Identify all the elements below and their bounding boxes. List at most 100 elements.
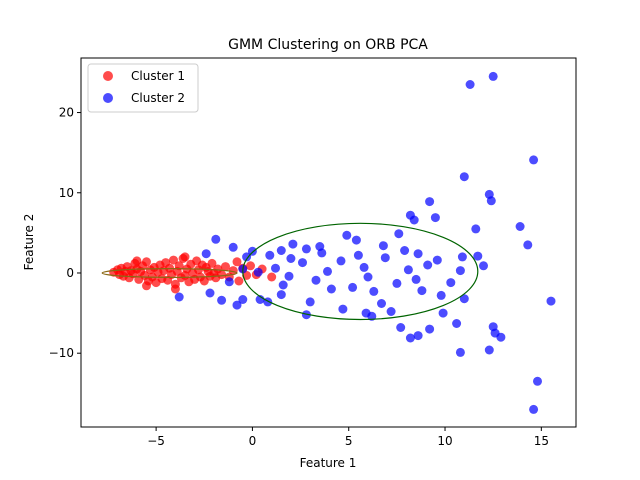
cluster-2-point	[348, 282, 358, 292]
cluster-2-point	[232, 300, 242, 310]
cluster-1-point	[180, 252, 190, 262]
cluster-2-point	[436, 290, 446, 300]
gmm-ellipse-2	[101, 268, 238, 279]
points-layer	[109, 71, 556, 414]
cluster-2-point	[278, 280, 288, 290]
legend-box	[87, 63, 199, 113]
x-tick-label: −5	[147, 434, 165, 448]
cluster-2-point	[380, 253, 390, 263]
cluster-2-point	[484, 345, 494, 355]
y-axis-label: Feature 2	[22, 214, 36, 271]
x-axis-ticks: −5 0 5 10 15	[147, 427, 549, 448]
cluster-2-point	[411, 274, 421, 284]
cluster-2-point	[359, 262, 369, 272]
cluster-2-point	[301, 244, 311, 254]
y-tick-label: 10	[59, 186, 74, 200]
cluster-2-point	[529, 155, 539, 165]
cluster-2-point	[247, 246, 257, 256]
cluster-2-point	[455, 347, 465, 357]
cluster-2-point	[342, 230, 352, 240]
plot-border	[80, 57, 577, 428]
x-tick-label: 10	[437, 434, 452, 448]
cluster-2-point	[473, 251, 483, 261]
cluster-2-point	[471, 224, 481, 234]
cluster-1-point	[246, 261, 255, 271]
x-tick-label: 15	[534, 434, 549, 448]
cluster-2-point	[423, 260, 433, 270]
y-tick-label: −10	[49, 346, 74, 360]
cluster-2-point	[174, 292, 184, 302]
cluster-2-point	[409, 215, 419, 225]
cluster-2-point	[201, 249, 211, 259]
cluster-2-point	[336, 256, 346, 266]
cluster-1-point	[267, 272, 277, 282]
x-axis-label: Feature 1	[300, 456, 357, 470]
cluster-2-point	[386, 307, 396, 316]
cluster-1-point	[228, 266, 238, 276]
y-tick-label: 0	[66, 266, 74, 280]
plot-background	[81, 58, 576, 427]
cluster-2-point	[394, 229, 404, 239]
plot-area	[80, 57, 577, 428]
cluster-2-point	[369, 286, 379, 296]
cluster-1-point	[142, 257, 151, 267]
cluster-2-point	[265, 250, 275, 260]
cluster-2-point	[425, 324, 435, 334]
cluster-2-point	[253, 267, 263, 277]
cluster-2-point	[488, 322, 498, 332]
cluster-2-point	[459, 172, 469, 182]
cluster-2-point	[284, 271, 294, 281]
y-axis-ticks: −10 0 10 20	[49, 106, 81, 360]
cluster-2-point	[455, 266, 465, 276]
cluster-1-point	[169, 255, 178, 265]
cluster-1-point	[221, 262, 230, 272]
cluster-2-point	[311, 275, 321, 285]
gmm-ellipse-1	[242, 222, 479, 321]
cluster-2-point	[486, 196, 496, 206]
cluster-1-point	[170, 284, 180, 294]
cluster-2-point	[326, 284, 336, 294]
cluster-2-point	[205, 288, 215, 298]
cluster-1-point	[217, 270, 227, 280]
cluster-2-point	[351, 235, 361, 245]
cluster-2-point	[457, 252, 467, 262]
cluster-2-point	[317, 248, 327, 258]
cluster-2-point	[217, 295, 227, 305]
cluster-1-point	[142, 281, 151, 291]
cluster-2-point	[377, 299, 386, 308]
legend-marker-cluster-1	[103, 71, 113, 81]
cluster-2-point	[452, 319, 462, 328]
cluster-2-point	[446, 278, 456, 288]
cluster-2-point	[276, 290, 286, 300]
cluster-2-point	[523, 240, 533, 250]
cluster-2-point	[288, 239, 298, 249]
cluster-2-point	[298, 258, 307, 268]
cluster-2-point	[238, 295, 248, 304]
cluster-2-point	[286, 254, 296, 263]
cluster-2-point	[479, 261, 488, 271]
x-tick-label: 5	[345, 434, 353, 448]
cluster-2-point	[276, 246, 286, 255]
cluster-2-point	[211, 234, 221, 244]
cluster-1-point	[234, 276, 244, 286]
cluster-2-point	[488, 71, 498, 81]
cluster-2-point	[417, 286, 427, 296]
cluster-1-point	[232, 257, 242, 267]
cluster-2-point	[529, 404, 539, 414]
cluster-2-point	[323, 266, 332, 276]
cluster-2-point	[438, 308, 448, 318]
cluster-2-point	[425, 197, 435, 207]
cluster-2-point	[396, 323, 406, 332]
cluster-2-point	[305, 297, 315, 307]
chart-title: GMM Clustering on ORB PCA	[228, 37, 428, 53]
cluster-2-point	[405, 333, 415, 343]
cluster-2-point	[400, 246, 410, 255]
cluster-2-point	[465, 80, 475, 89]
cluster-2-point	[459, 294, 469, 304]
cluster-2-point	[363, 272, 373, 282]
cluster-2-point	[255, 295, 265, 304]
cluster-2-point	[432, 255, 442, 265]
cluster-2-point	[515, 222, 525, 231]
ellipse-layer	[101, 222, 479, 321]
